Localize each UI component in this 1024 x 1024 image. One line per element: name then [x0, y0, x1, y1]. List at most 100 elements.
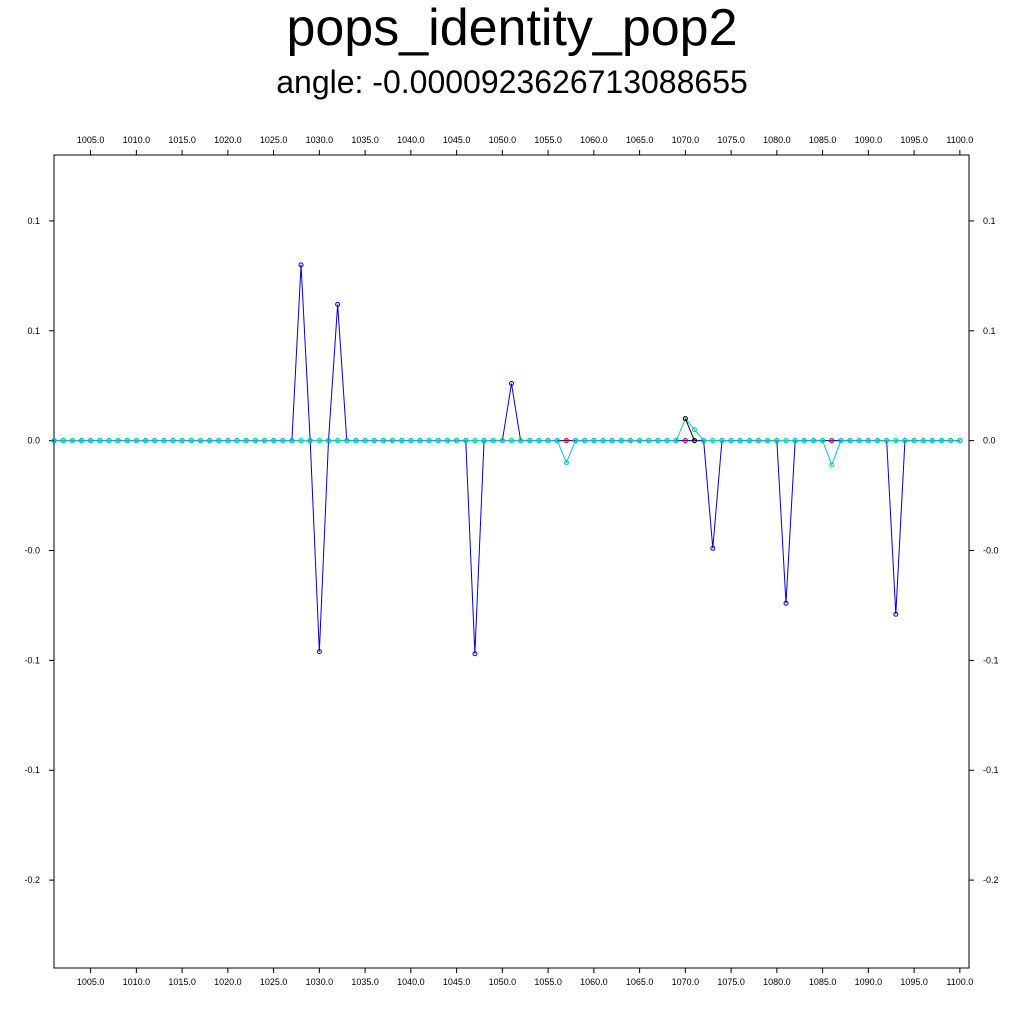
y-tick-label-right: -0.1	[983, 655, 999, 665]
data-point	[893, 438, 899, 444]
data-point	[399, 438, 405, 444]
data-point	[481, 438, 487, 444]
data-point	[51, 438, 57, 444]
data-point	[948, 438, 954, 444]
data-point	[820, 438, 826, 444]
data-point	[161, 438, 167, 444]
data-point	[856, 438, 862, 444]
data-point	[225, 438, 231, 444]
y-tick-label-left: -0.0	[24, 546, 40, 556]
data-point	[783, 600, 789, 606]
data-point	[316, 649, 322, 655]
data-point	[216, 438, 222, 444]
axes: 1005.0 1005.0 1010.0 1010.0 1015.0 1015.0 1020…	[24, 135, 998, 987]
data-point	[234, 438, 240, 444]
data-point	[563, 438, 569, 444]
x-tick-label-bottom: 1075.0	[717, 977, 745, 987]
chart-title: pops_identity_pop2	[286, 0, 738, 57]
x-tick-label-bottom: 1040.0	[397, 977, 425, 987]
data-point	[261, 438, 267, 444]
data-point	[810, 438, 816, 444]
data-point	[756, 438, 762, 444]
data-point	[133, 438, 139, 444]
x-tick-label-top: 1065.0	[626, 135, 654, 145]
series-3	[682, 416, 697, 444]
data-point	[106, 438, 112, 444]
data-point	[719, 438, 725, 444]
data-point	[911, 438, 917, 444]
series-4	[563, 438, 835, 444]
y-tick-label-right: -0.1	[983, 765, 999, 775]
x-tick-label-top: 1040.0	[397, 135, 425, 145]
data-point	[289, 438, 295, 444]
data-point	[746, 438, 752, 444]
data-point	[344, 438, 350, 444]
data-point	[710, 438, 716, 444]
x-tick-label-top: 1060.0	[580, 135, 608, 145]
data-point	[307, 438, 313, 444]
data-point	[472, 651, 478, 657]
data-point	[472, 438, 478, 444]
data-point	[893, 611, 899, 617]
data-point	[78, 438, 84, 444]
x-tick-label-bottom: 1010.0	[123, 977, 151, 987]
x-tick-label-top: 1025.0	[260, 135, 288, 145]
data-point	[902, 438, 908, 444]
x-tick-label-top: 1005.0	[77, 135, 105, 145]
data-point	[143, 438, 148, 444]
data-point	[682, 416, 688, 422]
data-point	[88, 438, 94, 444]
data-point	[316, 438, 322, 444]
y-tick-label-left: -0.1	[24, 765, 40, 775]
x-tick-label-bottom: 1100.0	[946, 977, 973, 987]
data-point	[737, 438, 743, 444]
x-tick-label-top: 1080.0	[763, 135, 791, 145]
x-tick-label-top: 1020.0	[214, 135, 242, 145]
x-tick-label-bottom: 1060.0	[580, 977, 608, 987]
data-point	[710, 545, 716, 551]
data-point	[847, 438, 853, 444]
data-point	[326, 438, 331, 444]
x-tick-label-top: 1095.0	[900, 135, 928, 145]
data-point	[582, 438, 588, 444]
data-point	[692, 438, 697, 444]
data-point	[243, 438, 249, 444]
data-point	[957, 438, 963, 444]
x-tick-label-top: 1075.0	[717, 135, 745, 145]
x-tick-label-top: 1055.0	[534, 135, 562, 145]
data-point	[682, 438, 688, 444]
data-point	[509, 438, 514, 444]
y-tick-label-left: 0.0	[27, 436, 40, 446]
x-tick-label-bottom: 1025.0	[260, 977, 288, 987]
data-point	[920, 438, 926, 444]
data-point	[179, 438, 185, 444]
data-point	[929, 438, 935, 444]
y-tick-label-left: 0.1	[27, 216, 40, 226]
series-layer	[51, 262, 963, 657]
data-point	[417, 438, 423, 444]
y-tick-label-right: 0.1	[983, 216, 996, 226]
data-point	[60, 438, 66, 444]
y-tick-label-left: -0.2	[24, 875, 40, 885]
data-point	[783, 438, 789, 444]
series-line	[54, 417, 960, 467]
data-point	[838, 438, 844, 444]
x-tick-label-top: 1090.0	[855, 135, 883, 145]
data-point	[865, 438, 871, 444]
y-tick-label-right: -0.2	[983, 875, 999, 885]
data-point	[426, 438, 432, 444]
data-point	[939, 438, 945, 444]
data-point	[701, 438, 707, 444]
data-point	[490, 438, 496, 444]
data-point	[188, 438, 194, 444]
data-point	[792, 438, 798, 444]
data-point	[408, 438, 414, 444]
data-point	[664, 438, 670, 444]
data-point	[536, 438, 542, 444]
data-point	[563, 460, 569, 466]
data-point	[463, 438, 469, 444]
y-tick-label-left: -0.1	[24, 655, 40, 665]
x-tick-label-bottom: 1020.0	[214, 977, 242, 987]
data-point	[499, 438, 505, 444]
data-point	[435, 438, 441, 444]
